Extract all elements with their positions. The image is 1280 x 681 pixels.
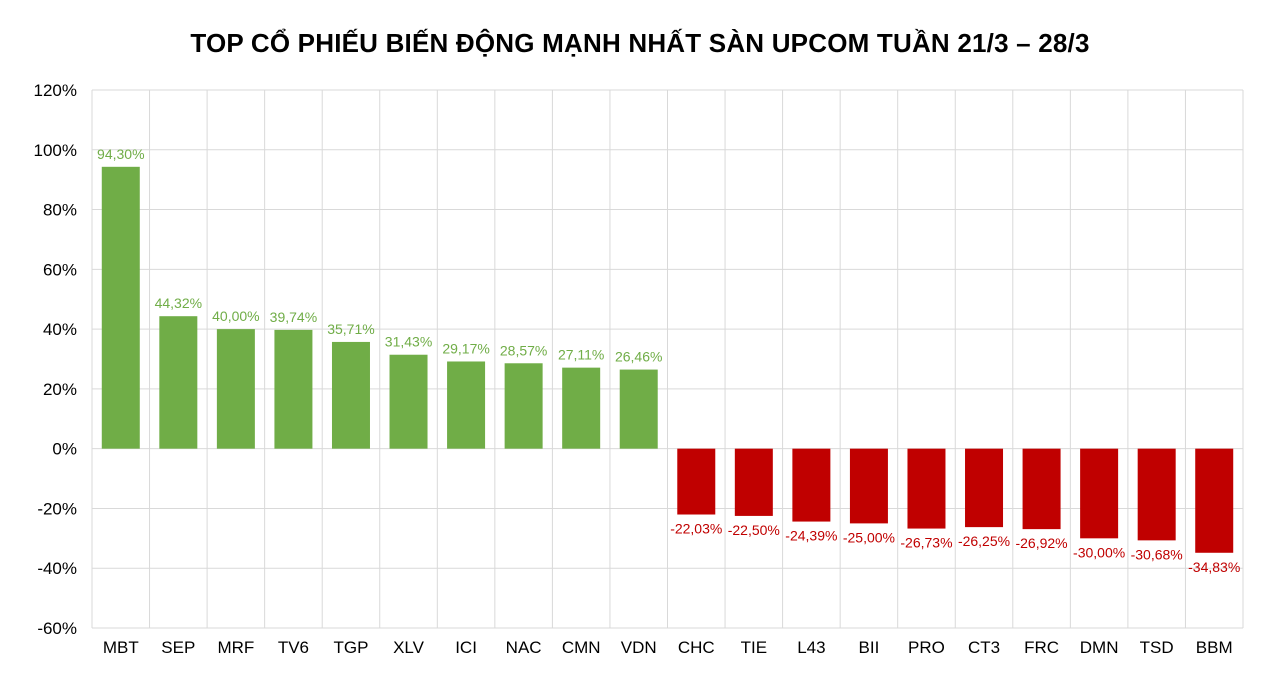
chart-title: TOP CỔ PHIẾU BIẾN ĐỘNG MẠNH NHẤT SÀN UPC… xyxy=(190,28,1090,58)
bar-dmn xyxy=(1080,448,1119,539)
x-tick-label: DMN xyxy=(1080,638,1119,657)
y-tick-label: 20% xyxy=(43,380,77,399)
y-tick-label: 120% xyxy=(34,81,77,100)
x-tick-label: TV6 xyxy=(278,638,309,657)
bar-chc xyxy=(677,448,716,515)
data-label: -34,83% xyxy=(1188,559,1240,575)
data-label: 31,43% xyxy=(385,334,432,350)
data-label: -22,03% xyxy=(670,521,722,537)
data-labels-layer: 94,30% 44,32% 40,00% 39,74% 35,71% 31,43% 29,1… xyxy=(97,146,1240,575)
y-tick-label: -60% xyxy=(37,619,77,638)
bar-tv6 xyxy=(274,329,313,449)
x-tick-label: SEP xyxy=(161,638,195,657)
bar-tsd xyxy=(1137,448,1176,541)
bar-cmn xyxy=(562,367,601,449)
data-label: 39,74% xyxy=(270,309,317,325)
data-label: 94,30% xyxy=(97,146,144,162)
data-label: -30,00% xyxy=(1073,544,1125,560)
bar-frc xyxy=(1022,448,1061,530)
y-tick-label: 60% xyxy=(43,260,77,279)
data-label: 35,71% xyxy=(327,321,374,337)
bar-mbt xyxy=(101,166,140,449)
x-tick-label: VDN xyxy=(621,638,657,657)
bar-vdn xyxy=(619,369,658,449)
data-label: 29,17% xyxy=(442,340,489,356)
x-tick-label: TSD xyxy=(1140,638,1174,657)
y-axis-tick-labels: 120% 100% 80% 60% 40% 20% 0% -20% -40% -60% xyxy=(34,81,77,638)
bar-tie xyxy=(734,448,773,516)
x-tick-label: XLV xyxy=(393,638,425,657)
y-tick-label: 100% xyxy=(34,141,77,160)
y-tick-label: -20% xyxy=(37,499,77,518)
bar-bbm xyxy=(1195,448,1234,553)
data-label: -26,92% xyxy=(1015,535,1067,551)
x-tick-label: NAC xyxy=(506,638,542,657)
bar-tgp xyxy=(331,341,370,449)
data-label: 44,32% xyxy=(155,295,202,311)
data-label: 28,57% xyxy=(500,342,547,358)
x-tick-label: CMN xyxy=(562,638,601,657)
x-tick-label: CHC xyxy=(678,638,715,657)
bar-sep xyxy=(159,316,198,449)
x-tick-label: TIE xyxy=(741,638,767,657)
y-tick-label: -40% xyxy=(37,559,77,578)
bar-bii xyxy=(849,448,888,524)
data-label: -26,25% xyxy=(958,533,1010,549)
x-tick-label: MBT xyxy=(103,638,139,657)
bar-mrf xyxy=(216,329,255,449)
x-tick-label: BII xyxy=(859,638,880,657)
data-label: -25,00% xyxy=(843,529,895,545)
bar-pro xyxy=(907,448,946,529)
x-tick-label: BBM xyxy=(1196,638,1233,657)
bar-xlv xyxy=(389,354,428,449)
data-label: -24,39% xyxy=(785,528,837,544)
x-tick-label: MRF xyxy=(217,638,254,657)
x-tick-label: CT3 xyxy=(968,638,1000,657)
bar-l43 xyxy=(792,448,831,522)
x-tick-label: L43 xyxy=(797,638,825,657)
data-label: -26,73% xyxy=(900,535,952,551)
x-tick-label: ICI xyxy=(455,638,477,657)
y-tick-label: 40% xyxy=(43,320,77,339)
data-label: 27,11% xyxy=(558,347,604,363)
bars-layer xyxy=(101,166,1234,553)
grid-layer xyxy=(91,89,1244,629)
x-tick-label: TGP xyxy=(333,638,368,657)
x-tick-label: PRO xyxy=(908,638,945,657)
x-tick-label: FRC xyxy=(1024,638,1059,657)
data-label: -30,68% xyxy=(1131,546,1183,562)
bar-nac xyxy=(504,363,543,449)
bar-ct3 xyxy=(965,448,1004,528)
y-tick-label: 0% xyxy=(52,440,77,459)
y-tick-label: 80% xyxy=(43,201,77,220)
data-label: 26,46% xyxy=(615,349,662,365)
bar-ici xyxy=(447,361,486,449)
x-axis-tick-labels: MBT SEP MRF TV6 TGP XLV ICI NAC CMN VDN CHC TIE L43 B… xyxy=(103,638,1233,657)
data-label: -22,50% xyxy=(728,522,780,538)
data-label: 40,00% xyxy=(212,308,259,324)
